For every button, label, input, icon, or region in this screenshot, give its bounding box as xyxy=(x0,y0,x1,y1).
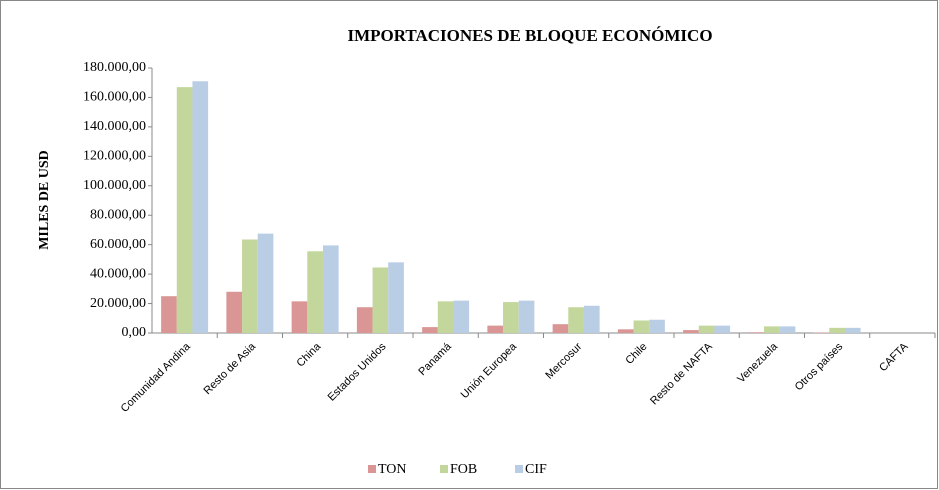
y-tick-label: 160.000,00 xyxy=(83,90,146,105)
bar xyxy=(176,87,193,333)
bar xyxy=(322,245,339,333)
y-tick-label: 140.000,00 xyxy=(83,119,146,134)
bar xyxy=(307,251,323,333)
bar xyxy=(291,301,308,333)
legend-label: TON xyxy=(378,462,407,477)
legend-swatch xyxy=(515,465,523,473)
legend-swatch xyxy=(440,465,448,473)
bar xyxy=(453,300,470,333)
y-tick-label: 120.000,00 xyxy=(83,149,146,164)
y-tick-label: 0,00 xyxy=(122,325,147,340)
bar xyxy=(518,300,535,333)
bar xyxy=(844,327,861,333)
legend-label: FOB xyxy=(450,462,477,477)
bar xyxy=(698,325,715,333)
bar xyxy=(356,307,373,333)
bar xyxy=(257,233,274,333)
bar xyxy=(487,325,504,333)
legend-swatch xyxy=(368,465,376,473)
bar xyxy=(583,305,600,333)
y-tick-label: 80.000,00 xyxy=(90,207,146,222)
bar xyxy=(568,307,584,333)
bar xyxy=(503,302,519,333)
bar xyxy=(437,301,454,333)
bar xyxy=(779,326,796,333)
legend-label: CIF xyxy=(525,462,547,477)
y-tick-label: 20.000,00 xyxy=(90,296,146,311)
bar xyxy=(683,330,699,333)
bar xyxy=(192,81,209,333)
bar xyxy=(422,327,438,333)
y-tick-label: 100.000,00 xyxy=(83,178,146,193)
bar xyxy=(617,329,634,333)
y-tick-label: 180.000,00 xyxy=(83,60,146,75)
bar xyxy=(388,262,404,333)
y-tick-label: 60.000,00 xyxy=(90,237,146,252)
bar xyxy=(764,326,780,333)
y-axis-label: MILES DE USD xyxy=(37,150,52,250)
y-tick-label: 40.000,00 xyxy=(90,266,146,281)
bar xyxy=(226,291,243,333)
bar xyxy=(714,325,731,333)
bar xyxy=(633,320,650,333)
chart-title: IMPORTACIONES DE BLOQUE ECONÓMICO xyxy=(347,26,712,45)
bar xyxy=(748,332,765,333)
bar xyxy=(649,319,665,333)
bar xyxy=(161,296,177,333)
bar xyxy=(242,239,258,333)
bar xyxy=(372,267,389,333)
bar xyxy=(829,327,845,333)
bar xyxy=(552,324,569,333)
